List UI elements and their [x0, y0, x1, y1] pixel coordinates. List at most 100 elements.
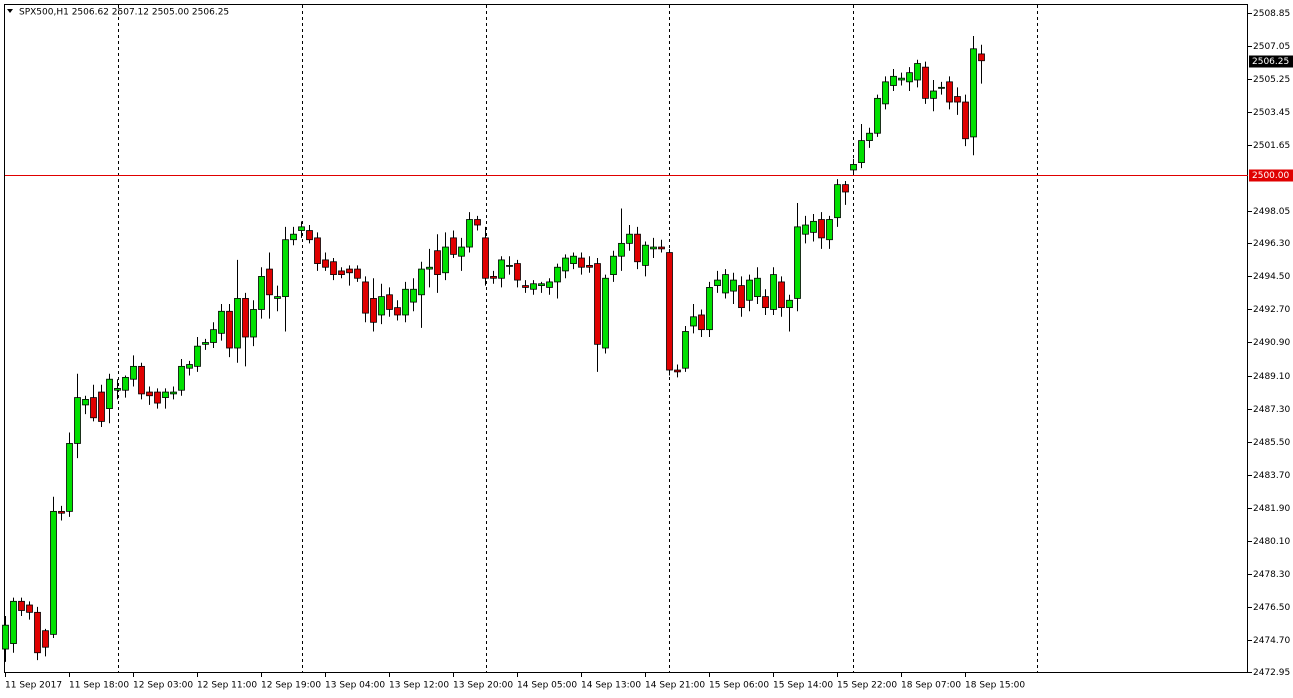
- y-tick-label: 2478.30: [1253, 570, 1290, 580]
- candle-body: [730, 279, 737, 292]
- candle-body: [554, 266, 561, 283]
- candle-body: [666, 252, 673, 371]
- level-label-box: [1249, 169, 1293, 182]
- x-tick-label: 14 Sep 13:00: [581, 681, 641, 691]
- y-tick-label: 2503.45: [1253, 108, 1290, 118]
- candle-body: [410, 288, 417, 303]
- candle-body: [106, 378, 113, 409]
- plot-frame: [4, 4, 1248, 673]
- candle-body: [282, 239, 289, 298]
- candle-body: [50, 510, 57, 635]
- candle-body: [698, 314, 705, 331]
- x-tick-label: 11 Sep 2017: [5, 681, 62, 691]
- y-tick-label: 2489.10: [1253, 372, 1290, 382]
- y-tick-label: 2476.50: [1253, 603, 1290, 613]
- candle-body: [418, 268, 425, 296]
- candle-body: [906, 72, 913, 83]
- candle-body: [866, 132, 873, 141]
- candle-body: [26, 604, 33, 613]
- candle-body: [946, 81, 953, 103]
- y-tick-label: 2501.65: [1253, 141, 1290, 151]
- candle-body: [826, 219, 833, 241]
- candle-body: [682, 331, 689, 369]
- candle-body: [330, 261, 337, 275]
- y-tick-label: 2472.95: [1253, 668, 1290, 678]
- y-tick-label: 2487.30: [1253, 405, 1290, 415]
- candle-body: [98, 391, 105, 422]
- candle-body: [138, 365, 145, 395]
- candle-body: [650, 246, 657, 250]
- y-tick-label: 2490.90: [1253, 338, 1290, 348]
- x-tick-label: 12 Sep 03:00: [133, 681, 193, 691]
- candle-body: [434, 250, 441, 275]
- candle-body: [338, 270, 345, 275]
- candle-body: [394, 307, 401, 316]
- y-tick-label: 2498.05: [1253, 207, 1290, 217]
- candle-body: [626, 233, 633, 244]
- y-tick-label: 2496.30: [1253, 239, 1290, 249]
- x-tick-label: 13 Sep 12:00: [389, 681, 449, 691]
- candle-body: [498, 259, 505, 279]
- x-tick-label: 14 Sep 21:00: [645, 681, 705, 691]
- candle-body: [258, 276, 265, 310]
- candle-body: [522, 285, 529, 288]
- candle-body: [178, 365, 185, 391]
- candle-body: [978, 53, 985, 62]
- x-tick-label: 15 Sep 06:00: [709, 681, 769, 691]
- x-tick-label: 12 Sep 11:00: [197, 681, 257, 691]
- candle-body: [546, 281, 553, 288]
- candle-body: [882, 81, 889, 105]
- y-tick-label: 2507.05: [1253, 42, 1290, 52]
- candle-body: [674, 369, 681, 373]
- candle-body: [90, 397, 97, 419]
- candle-body: [530, 283, 537, 290]
- candle-body: [714, 279, 721, 286]
- price-label: 2506.25: [1252, 57, 1289, 67]
- candle-body: [74, 397, 81, 444]
- y-tick-label: 2474.70: [1253, 636, 1290, 646]
- candle-body: [914, 63, 921, 81]
- candle-body: [962, 101, 969, 140]
- candle-body: [218, 310, 225, 334]
- y-tick-label: 2480.10: [1253, 537, 1290, 547]
- chart-title: SPX500,H1 2506.62 2507.12 2505.00 2506.2…: [19, 8, 229, 18]
- candle-body: [234, 298, 241, 349]
- candle-body: [458, 246, 465, 257]
- candle-body: [306, 230, 313, 241]
- candle-body: [362, 281, 369, 314]
- candle-body: [970, 48, 977, 138]
- candle-body: [482, 237, 489, 279]
- candle-body: [34, 611, 41, 654]
- candle-body: [402, 288, 409, 316]
- candle-body: [450, 237, 457, 255]
- candle-body: [954, 96, 961, 103]
- candle-body: [786, 299, 793, 309]
- candle-body: [746, 279, 753, 301]
- candle-body: [602, 277, 609, 349]
- y-tick-label: 2494.50: [1253, 272, 1290, 282]
- y-tick-label: 2492.70: [1253, 305, 1290, 315]
- candle-body: [930, 90, 937, 99]
- candle-body: [370, 298, 377, 323]
- candle-body: [898, 77, 905, 81]
- candle-body: [570, 255, 577, 264]
- candle-body: [762, 296, 769, 309]
- candle-body: [82, 399, 89, 406]
- level-label: 2500.00: [1252, 171, 1289, 181]
- candle-body: [130, 365, 137, 380]
- candle-body: [58, 510, 65, 514]
- candle-body: [354, 268, 361, 279]
- candle-body: [690, 316, 697, 327]
- candle-body: [754, 277, 761, 298]
- x-tick-label: 18 Sep 07:00: [901, 681, 961, 691]
- candle-body: [586, 265, 593, 268]
- candle-body: [490, 276, 497, 279]
- candle-body: [10, 600, 17, 644]
- candle-body: [770, 274, 777, 310]
- x-tick-label: 13 Sep 20:00: [453, 681, 513, 691]
- candle-body: [842, 184, 849, 193]
- candle-body: [466, 219, 473, 248]
- candle-body: [298, 226, 305, 231]
- menu-arrow[interactable]: [7, 9, 13, 13]
